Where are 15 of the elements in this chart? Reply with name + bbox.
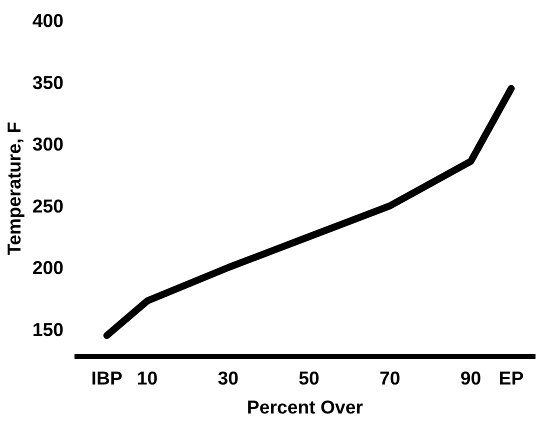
- y-axis-title: Temperature, F: [3, 122, 24, 256]
- y-tick-label: 250: [32, 195, 64, 216]
- y-tick-label: 200: [32, 257, 64, 278]
- x-tick-label: 90: [460, 368, 482, 388]
- x-tick-label: 50: [298, 368, 320, 388]
- x-tick-label: 70: [380, 368, 400, 388]
- y-tick-label: 350: [32, 72, 64, 93]
- x-axis-title: Percent Over: [246, 396, 364, 418]
- x-tick-label: 10: [136, 368, 158, 388]
- x-tick-label: 30: [218, 368, 239, 388]
- y-tick-label: 400: [32, 10, 64, 31]
- x-tick-label: IBP: [91, 368, 122, 388]
- x-tick-label: EP: [498, 368, 524, 388]
- y-tick-label: 150: [32, 318, 64, 340]
- y-tick-label: 300: [32, 134, 64, 155]
